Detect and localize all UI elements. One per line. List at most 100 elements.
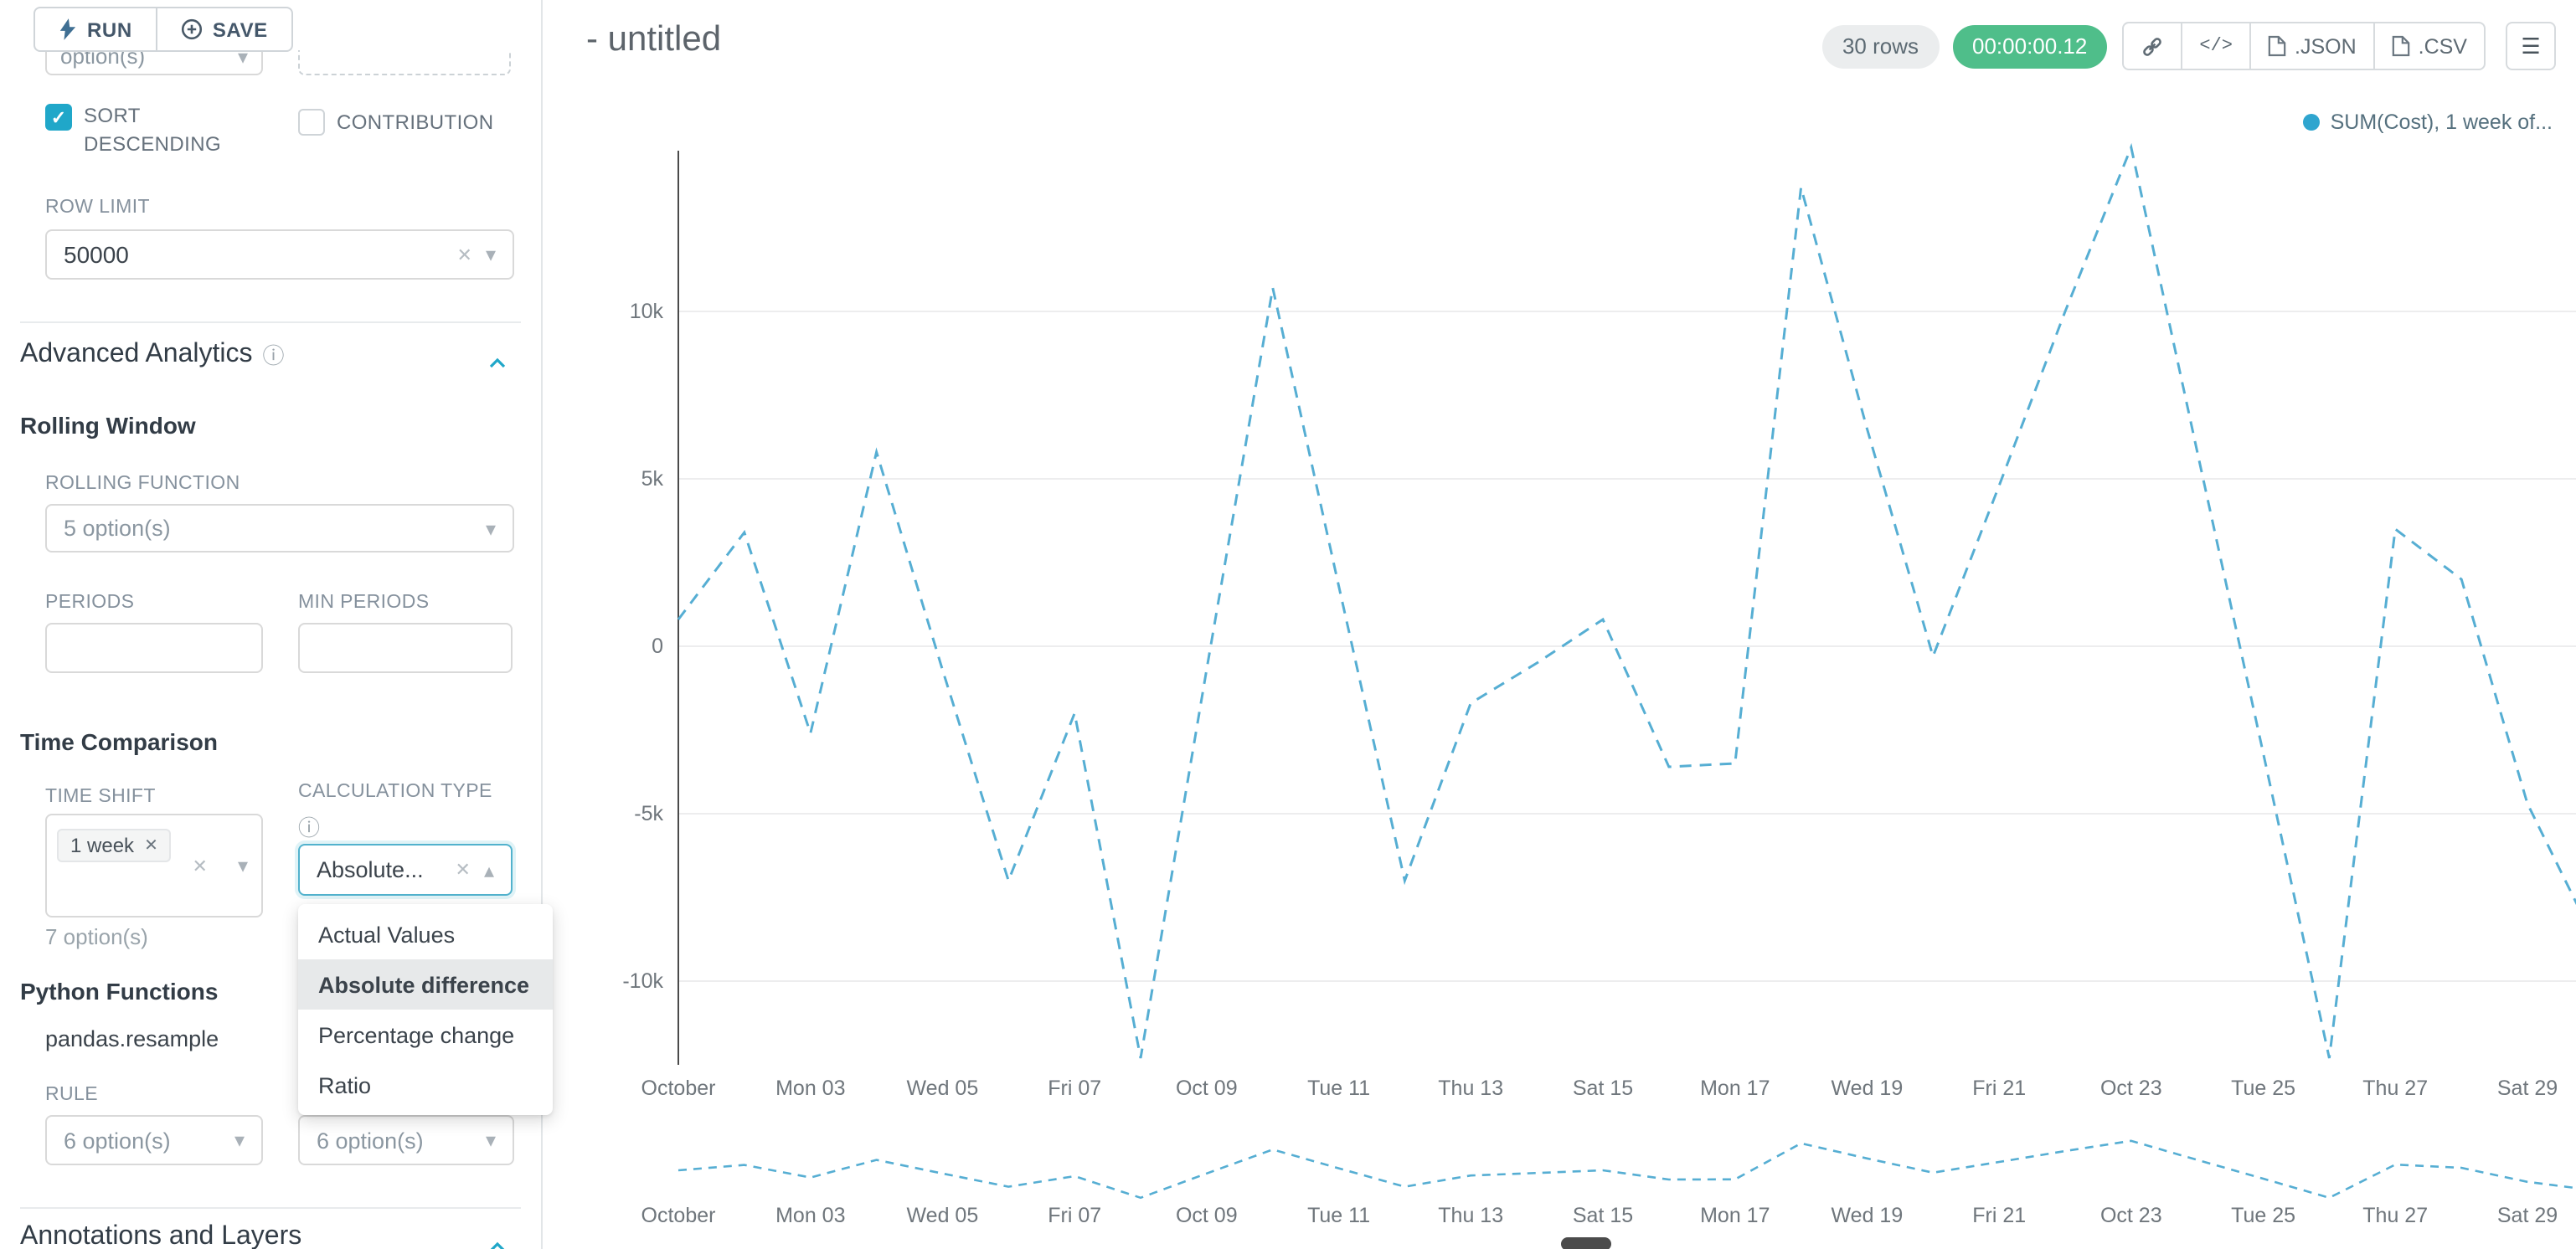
row-limit-label: ROW LIMIT (45, 198, 150, 218)
rule-select-2[interactable]: 6 option(s) ▾ (298, 1115, 514, 1165)
svg-text:Oct 23: Oct 23 (2100, 1077, 2162, 1100)
svg-text:Oct 09: Oct 09 (1176, 1077, 1238, 1100)
run-label: RUN (87, 18, 132, 41)
run-save-toolbar: RUN SAVE (33, 7, 293, 52)
svg-text:Wed 05: Wed 05 (907, 1077, 979, 1100)
svg-text:Mon 17: Mon 17 (1700, 1077, 1770, 1100)
file-icon (2392, 35, 2409, 57)
periods-input[interactable] (45, 623, 263, 673)
svg-text:-10k: -10k (622, 969, 663, 993)
svg-text:Oct 23: Oct 23 (2100, 1204, 2162, 1227)
clear-icon[interactable]: ✕ (192, 856, 208, 876)
remove-tag-icon[interactable]: ✕ (144, 836, 158, 855)
export-csv-button[interactable]: .CSV (2372, 22, 2486, 70)
export-json-button[interactable]: .JSON (2249, 22, 2375, 70)
legend-label: SUM(Cost), 1 week of... (2330, 111, 2553, 134)
clear-icon[interactable]: ✕ (455, 861, 471, 881)
svg-text:0: 0 (652, 635, 663, 658)
hamburger-menu-icon: ☰ (2521, 33, 2541, 58)
svg-text:Fri 07: Fri 07 (1048, 1204, 1101, 1227)
svg-text:Tue 25: Tue 25 (2231, 1204, 2295, 1227)
svg-text:Wed 19: Wed 19 (1832, 1077, 1904, 1100)
legend-dot (2303, 114, 2321, 131)
rule-label: RULE (45, 1085, 98, 1105)
svg-text:Sat 15: Sat 15 (1573, 1077, 1633, 1100)
time-shift-select[interactable]: 1 week ✕ ✕ ▾ (45, 814, 263, 917)
rolling-function-label: ROLLING FUNCTION (45, 474, 240, 494)
row-limit-value: 50000 (64, 241, 129, 268)
dropdown-option[interactable]: Percentage change (318, 1022, 515, 1047)
svg-text:Fri 21: Fri 21 (1972, 1204, 2026, 1227)
drag-handle[interactable] (1561, 1237, 1611, 1249)
save-icon (181, 18, 202, 40)
min-periods-input[interactable] (298, 623, 513, 673)
contribution-label: CONTRIBUTION (337, 111, 494, 134)
code-icon: </> (2199, 36, 2233, 56)
svg-text:Thu 27: Thu 27 (2362, 1077, 2428, 1100)
legend[interactable]: SUM(Cost), 1 week of... (2303, 111, 2553, 134)
svg-text:Fri 21: Fri 21 (1972, 1077, 2026, 1100)
collapse-chevron-icon[interactable] (487, 1232, 507, 1249)
svg-text:Thu 27: Thu 27 (2362, 1204, 2428, 1227)
copy-link-button[interactable] (2122, 22, 2183, 70)
chevron-down-icon: ▾ (237, 854, 248, 877)
calculation-type-dropdown: Actual Values Absolute difference Percen… (298, 904, 553, 1115)
export-json-label: .JSON (2295, 34, 2357, 58)
save-label: SAVE (212, 18, 268, 41)
embed-code-button[interactable]: </> (2181, 22, 2251, 70)
dropdown-option-selected[interactable]: Absolute difference (298, 959, 553, 1010)
row-limit-select[interactable]: 50000 ✕ ▾ (45, 229, 514, 280)
svg-text:Sat 29: Sat 29 (2497, 1077, 2558, 1100)
chevron-up-icon: ▴ (483, 858, 494, 881)
svg-text:Thu 13: Thu 13 (1438, 1204, 1503, 1227)
sort-descending-label: SORT DESCENDING (84, 104, 222, 156)
svg-text:Sat 15: Sat 15 (1573, 1204, 1633, 1227)
check-icon: ✓ (50, 108, 67, 128)
svg-text:Fri 07: Fri 07 (1048, 1077, 1101, 1100)
dropdown-option[interactable]: Ratio (318, 1072, 372, 1097)
save-button[interactable]: SAVE (155, 7, 293, 52)
svg-text:Sat 29: Sat 29 (2497, 1204, 2558, 1227)
chevron-down-icon: ▾ (234, 1128, 245, 1152)
svg-text:Oct 09: Oct 09 (1176, 1204, 1238, 1227)
svg-text:Mon 17: Mon 17 (1700, 1204, 1770, 1227)
collapse-chevron-icon[interactable] (487, 348, 507, 378)
rule-select-1[interactable]: 6 option(s) ▾ (45, 1115, 263, 1165)
calculation-type-select[interactable]: Absolute... ✕ ▴ (298, 844, 513, 896)
rolling-window-title: Rolling Window (20, 412, 196, 439)
rolling-function-value: 5 option(s) (64, 516, 171, 541)
svg-text:Thu 13: Thu 13 (1438, 1077, 1503, 1100)
chevron-down-icon: ▾ (485, 517, 496, 540)
svg-text:Mon 03: Mon 03 (775, 1204, 845, 1227)
chart-header-actions: 30 rows 00:00:00.12 </> (1821, 22, 2556, 70)
svg-text:Tue 11: Tue 11 (1307, 1204, 1370, 1227)
python-function-name: pandas.resample (45, 1026, 219, 1051)
chart-panel: - untitled 30 rows 00:00:00.12 </> (543, 0, 2576, 1249)
svg-text:10k: 10k (630, 300, 664, 323)
info-icon: ⓘ (262, 343, 285, 368)
time-shift-tag: 1 week ✕ (57, 829, 172, 862)
rolling-function-select[interactable]: 5 option(s) ▾ (45, 504, 514, 553)
sort-descending-checkbox[interactable]: ✓ (45, 104, 72, 131)
time-shift-hint: 7 option(s) (45, 924, 148, 949)
section-divider (20, 321, 521, 323)
svg-text:Tue 25: Tue 25 (2231, 1077, 2295, 1100)
section-divider (20, 1207, 521, 1209)
advanced-analytics-header[interactable]: Advanced Analytics ⓘ (20, 338, 285, 370)
calculation-type-label: CALCULATION TYPE (298, 782, 492, 802)
dropdown-option[interactable]: Actual Values (318, 922, 456, 947)
run-button[interactable]: RUN (33, 7, 157, 52)
time-shift-tag-value: 1 week (70, 834, 135, 857)
timeseries-chart[interactable]: 10k 5k 0 -5k -10k October Mon 03 Wed 05 Fri 07 Oc… (543, 100, 2576, 1249)
contribution-checkbox[interactable] (298, 109, 325, 136)
clear-icon[interactable]: ✕ (456, 245, 472, 265)
more-options-button[interactable]: ☰ (2506, 22, 2556, 70)
rule-value-2: 6 option(s) (317, 1128, 424, 1153)
chart-title: - untitled (586, 20, 722, 59)
control-panel: option(s) ▾ RUN SAVE ✓ SORT DESCENDING C… (0, 0, 553, 1249)
min-periods-label: MIN PERIODS (298, 593, 430, 613)
export-csv-label: .CSV (2418, 34, 2467, 58)
bolt-icon (59, 18, 76, 40)
svg-text:Wed 19: Wed 19 (1832, 1204, 1904, 1227)
annotations-header[interactable]: Annotations and Layers (20, 1222, 301, 1249)
